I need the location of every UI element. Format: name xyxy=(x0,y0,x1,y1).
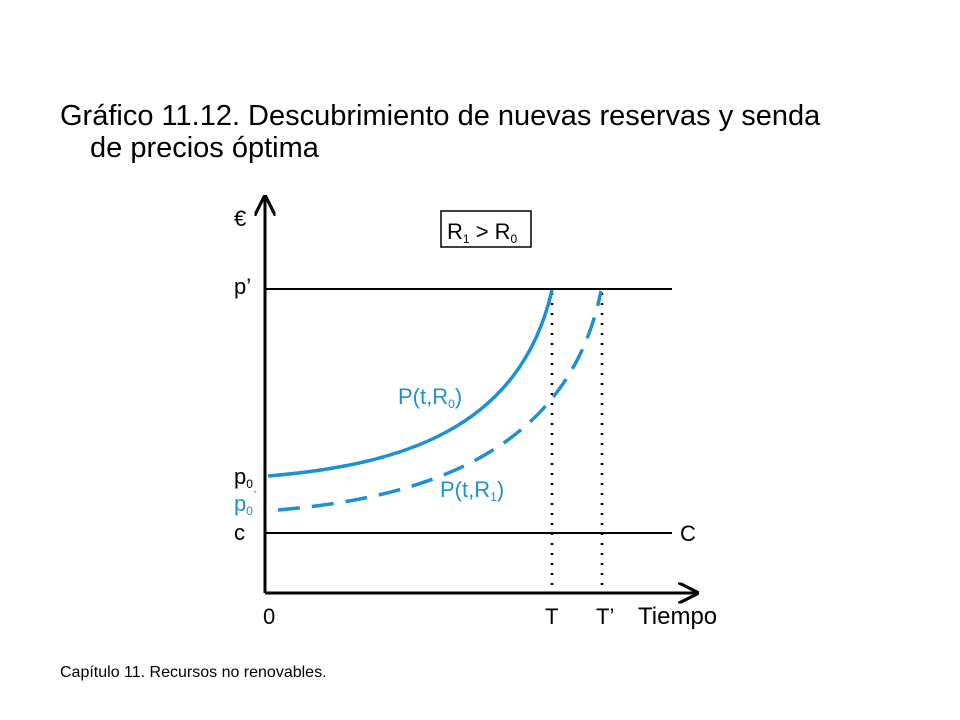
label-T: T xyxy=(545,604,558,629)
label-p-prime: p’ xyxy=(234,274,251,299)
label-T-prime: T’ xyxy=(596,604,614,629)
label-p0: p0 xyxy=(234,464,253,491)
y-axis-label: € xyxy=(234,206,246,231)
price-curve-r0 xyxy=(267,289,554,478)
x-axis-label: Tiempo xyxy=(638,603,717,630)
price-curve-r1 xyxy=(277,290,603,512)
origin-label: 0 xyxy=(263,604,275,629)
label-C: C xyxy=(680,521,696,546)
title-line-1: Gráfico 11.12. Descubrimiento de nuevas … xyxy=(60,100,821,132)
label-c: c xyxy=(234,520,245,545)
curve-label-r1: P(t,R1) xyxy=(440,477,504,504)
page-title: Gráfico 11.12. Descubrimiento de nuevas … xyxy=(60,100,920,164)
label-p0-prime: p0` xyxy=(234,488,258,518)
reserves-comparison-label: R1 > R0 xyxy=(447,219,518,246)
chapter-footer: Capítulo 11. Recursos no renovables. xyxy=(60,664,327,681)
title-line-2: de precios óptima xyxy=(90,132,319,164)
reserves-comparison-box xyxy=(440,210,532,248)
curve-label-r0: P(t,R0) xyxy=(398,384,462,411)
